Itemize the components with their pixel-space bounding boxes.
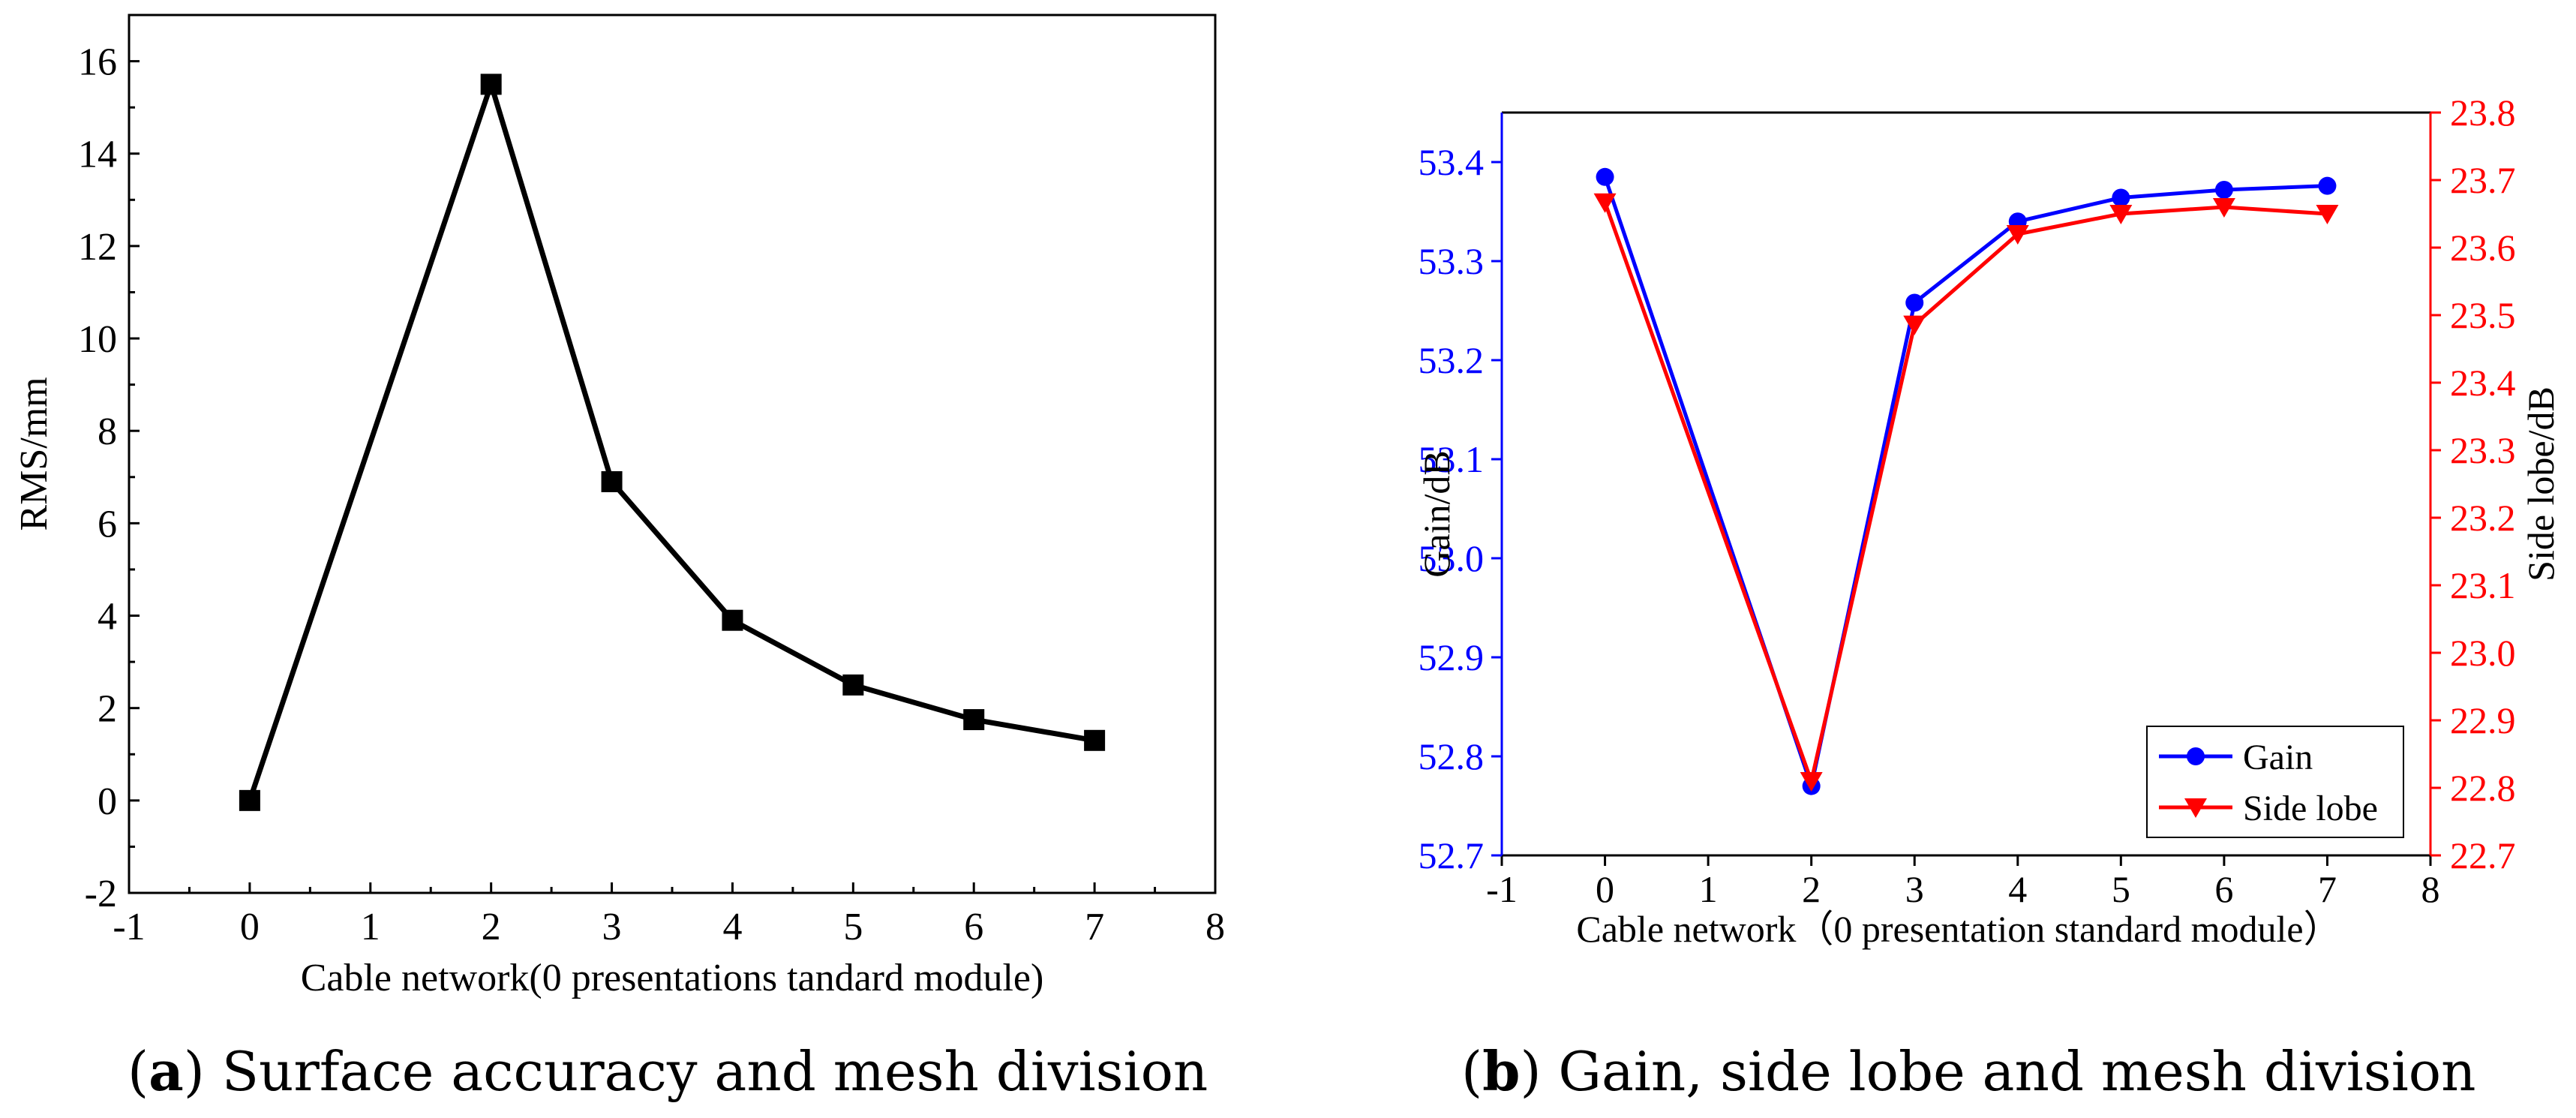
caption-b-text: Gain, side lobe and mesh division bbox=[1558, 1040, 2476, 1103]
right-y-tick-label: 23.1 bbox=[2450, 564, 2516, 606]
left-y-tick-label: 53.0 bbox=[1419, 537, 1485, 579]
x-tick-label: 0 bbox=[1596, 868, 1614, 910]
legend-box bbox=[2146, 726, 2404, 838]
data-point-side-lobe bbox=[1903, 315, 1926, 335]
data-point-gain bbox=[1596, 167, 1614, 186]
x-tick-label: 4 bbox=[2008, 868, 2027, 910]
left-y-tick-label: 53.2 bbox=[1419, 339, 1485, 381]
left-y-tick-label: 52.9 bbox=[1419, 636, 1485, 678]
y-tick-label: 10 bbox=[78, 318, 117, 361]
series-line-rms bbox=[247, 75, 1095, 801]
x-tick-label: 5 bbox=[2112, 868, 2130, 910]
right-y-tick-label: 23.6 bbox=[2450, 227, 2516, 269]
left-y-axis-label: Gain/dB bbox=[1416, 450, 1458, 577]
x-tick-label: -1 bbox=[1486, 868, 1518, 910]
x-axis-label: Cable network（0 presentation standard mo… bbox=[1576, 908, 2340, 950]
right-y-tick-label: 23.3 bbox=[2450, 429, 2516, 471]
right-y-tick-label: 23.5 bbox=[2450, 294, 2516, 336]
legend-marker-gain bbox=[2187, 747, 2205, 765]
legend-label-gain: Gain bbox=[2243, 738, 2313, 777]
x-tick-label: 1 bbox=[1699, 868, 1718, 910]
y-tick-label: 14 bbox=[78, 134, 117, 176]
data-point-gain bbox=[1905, 293, 1924, 312]
caption-a: (a) Surface accuracy and mesh division bbox=[128, 1039, 1208, 1103]
x-tick-label: 3 bbox=[1905, 868, 1924, 910]
y-tick-label: 12 bbox=[78, 226, 117, 269]
left-y-tick-label: 53.4 bbox=[1419, 141, 1485, 183]
data-point-gain bbox=[2318, 176, 2337, 195]
x-tick-label: 8 bbox=[1205, 906, 1225, 948]
x-tick-label: 3 bbox=[602, 906, 622, 948]
left-y-tick-label: 53.3 bbox=[1419, 240, 1485, 282]
series-line-gain bbox=[1603, 176, 2328, 794]
right-y-axis-label: Side lobe/dB bbox=[2520, 386, 2562, 582]
right-y-tick-label: 22.8 bbox=[2450, 767, 2516, 809]
x-tick-label: 8 bbox=[2421, 868, 2440, 910]
x-tick-label: 1 bbox=[361, 906, 380, 948]
data-point-rms bbox=[842, 674, 864, 696]
y-tick-label: 4 bbox=[98, 596, 117, 639]
data-point-side-lobe bbox=[2109, 205, 2133, 224]
right-y-tick-label: 23.2 bbox=[2450, 497, 2516, 539]
caption-b-letter: b bbox=[1482, 1039, 1521, 1103]
data-point-rms bbox=[239, 789, 260, 811]
x-tick-label: 7 bbox=[1085, 906, 1104, 948]
legend-label-side-lobe: Side lobe bbox=[2243, 789, 2378, 828]
caption-b: (b) Gain, side lobe and mesh division bbox=[1461, 1039, 2476, 1103]
data-point-side-lobe bbox=[2006, 225, 2029, 245]
x-tick-label: 4 bbox=[722, 906, 742, 948]
data-point-rms bbox=[480, 74, 502, 95]
plot-frame bbox=[128, 14, 1217, 894]
x-tick-label: 0 bbox=[240, 906, 260, 948]
data-point-rms bbox=[1084, 729, 1106, 751]
y-tick-label: 0 bbox=[98, 780, 117, 823]
right-y-tick-label: 22.7 bbox=[2450, 834, 2516, 876]
right-y-tick-label: 23.8 bbox=[2450, 92, 2516, 134]
x-tick-label: 6 bbox=[2214, 868, 2233, 910]
data-point-gain bbox=[2214, 180, 2233, 199]
x-axis-label: Cable network(0 presentations tandard mo… bbox=[301, 957, 1044, 999]
x-tick-label: 6 bbox=[964, 906, 983, 948]
y-tick-label: 6 bbox=[98, 503, 117, 545]
y-tick-label: 16 bbox=[78, 41, 117, 84]
right-y-tick-label: 23.7 bbox=[2450, 159, 2516, 201]
right-y-tick-label: 22.9 bbox=[2450, 699, 2516, 741]
caption-a-text: Surface accuracy and mesh division bbox=[221, 1040, 1208, 1103]
y-tick-label: 2 bbox=[98, 688, 117, 731]
right-y-tick-label: 23.4 bbox=[2450, 362, 2516, 404]
left-y-tick-label: 52.7 bbox=[1419, 834, 1485, 876]
y-axis-label: RMS/mm bbox=[13, 377, 56, 530]
y-tick-label: -2 bbox=[85, 873, 117, 915]
caption-a-letter: a bbox=[149, 1039, 184, 1103]
x-tick-label: 2 bbox=[1802, 868, 1821, 910]
chart-b-gain-side-lobe: -1 0 1 2 3 4 5 6 7 8 52.7 52.8 52.9 53.0 53.1 53.2 53.3 5… bbox=[1416, 92, 2562, 950]
data-point-rms bbox=[601, 470, 623, 492]
right-y-tick-label: 23.0 bbox=[2450, 632, 2516, 674]
x-tick-label: 2 bbox=[482, 906, 501, 948]
data-point-gain bbox=[2112, 188, 2130, 207]
data-point-rms bbox=[963, 709, 985, 731]
legend-marker-side-lobe bbox=[2184, 798, 2207, 818]
x-tick-label: 7 bbox=[2318, 868, 2337, 910]
data-point-rms bbox=[722, 609, 743, 631]
data-point-side-lobe bbox=[1593, 193, 1617, 213]
data-point-side-lobe bbox=[1800, 772, 1823, 792]
data-point-side-lobe bbox=[2212, 198, 2235, 218]
left-y-tick-label: 52.8 bbox=[1419, 735, 1485, 777]
x-tick-label: -1 bbox=[113, 906, 145, 948]
data-point-side-lobe bbox=[2316, 205, 2339, 224]
left-y-tick-label: 53.1 bbox=[1419, 438, 1485, 480]
x-tick-label: 5 bbox=[843, 906, 863, 948]
y-tick-label: 8 bbox=[98, 410, 117, 453]
